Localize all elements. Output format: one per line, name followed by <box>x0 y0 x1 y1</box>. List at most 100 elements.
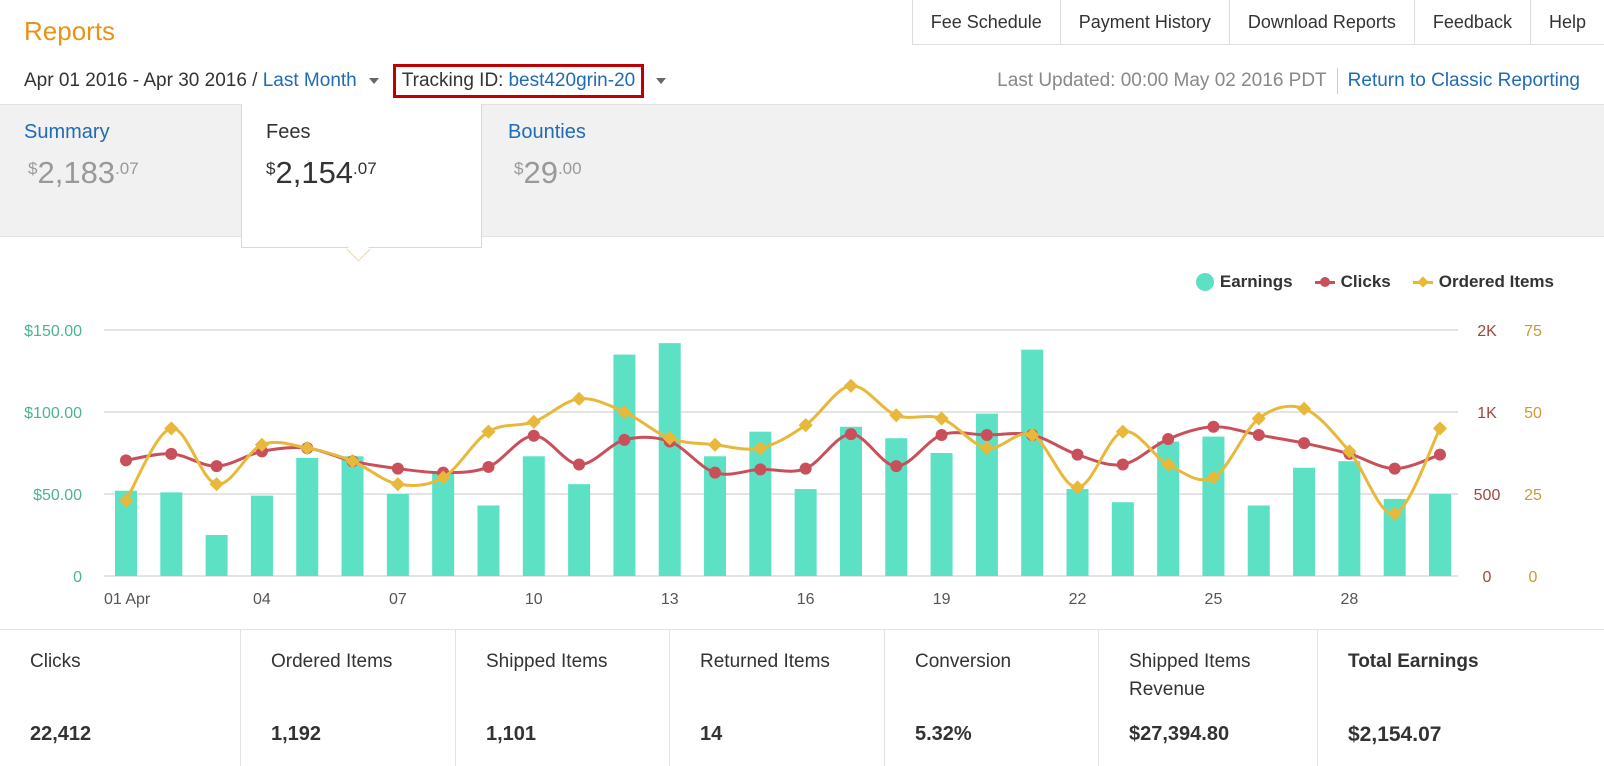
date-range-text: Apr 01 2016 - Apr 30 2016 / <box>24 70 258 91</box>
bar-earnings <box>975 413 998 576</box>
y-tick-label-left: 0 <box>73 569 82 586</box>
stat-value: 5.32% <box>915 723 972 745</box>
bar-earnings <box>1383 498 1406 576</box>
bar-earnings <box>794 489 817 576</box>
date-range-row: Apr 01 2016 - Apr 30 2016 / Last Month T… <box>24 64 667 98</box>
x-tick-label: 19 <box>933 591 951 608</box>
legend-earnings-swatch <box>1195 273 1214 291</box>
legend-clicks[interactable]: Clicks <box>1314 272 1391 292</box>
y-tick-label-ordered: 25 <box>1524 487 1542 504</box>
legend-earnings[interactable]: Earnings <box>1195 272 1293 292</box>
bar-earnings <box>341 456 364 576</box>
nav-download-reports[interactable]: Download Reports <box>1230 0 1415 44</box>
tracking-id-label: Tracking ID: <box>401 70 504 91</box>
point-clicks <box>844 428 857 441</box>
divider <box>1336 68 1338 94</box>
stat-conversion: Conversion 5.32% <box>885 630 1099 766</box>
point-ordered-items <box>1206 470 1221 485</box>
x-tick-label: 01 Apr <box>104 591 151 608</box>
y-tick-label-clicks: 0 <box>1483 569 1492 586</box>
date-range-dropdown[interactable]: Last Month <box>262 70 357 91</box>
nav-fee-schedule[interactable]: Fee Schedule <box>913 0 1061 44</box>
stat-label: Conversion <box>915 651 1012 672</box>
legend-ordered-swatch <box>1412 275 1433 289</box>
x-tick-label: 07 <box>389 591 407 608</box>
tab-summary-amount: $2,183.07 <box>28 155 139 190</box>
classic-reporting-link[interactable]: Return to Classic Reporting <box>1347 70 1580 91</box>
point-clicks <box>120 454 132 467</box>
bar-earnings <box>658 343 681 576</box>
tab-fees-amount: $2,154.07 <box>266 155 377 190</box>
point-clicks <box>210 460 223 473</box>
nav-feedback[interactable]: Feedback <box>1415 0 1531 44</box>
stat-value: 14 <box>700 723 723 745</box>
stat-label: Total Earnings <box>1348 651 1479 672</box>
point-ordered-items <box>1342 444 1357 459</box>
legend-ordered-items[interactable]: Ordered Items <box>1412 272 1554 292</box>
bar-earnings <box>386 494 409 576</box>
bar-earnings <box>205 535 228 576</box>
y-tick-label-left: $150.00 <box>24 323 82 340</box>
bar-earnings <box>432 472 455 576</box>
point-ordered-items <box>753 441 768 456</box>
stat-clicks: Clicks 22,412 <box>0 630 241 766</box>
chevron-down-icon[interactable] <box>368 78 379 84</box>
stats-row: Clicks 22,412 Ordered Items 1,192 Shippe… <box>0 629 1604 766</box>
page-title: Reports <box>24 16 116 46</box>
bar-earnings <box>160 492 183 576</box>
y-tick-label-clicks: 500 <box>1474 487 1501 504</box>
bar-earnings <box>1066 489 1089 576</box>
stat-value: 1,192 <box>271 723 322 745</box>
point-ordered-items <box>300 441 315 456</box>
y-tick-label-left: $100.00 <box>24 405 82 422</box>
bar-earnings <box>885 438 908 576</box>
tab-summary-label: Summary <box>24 121 110 143</box>
point-ordered-items <box>390 477 405 492</box>
stat-label: Shipped Items <box>486 651 608 672</box>
point-ordered-items <box>164 421 179 436</box>
chart-canvas: 0 0 0 $50.00 500 25 $100.00 1K 50 $150.00 2K 75 01 A… <box>24 323 1542 608</box>
stat-label: Shipped Items Revenue <box>1129 651 1251 700</box>
point-ordered-items <box>345 454 360 469</box>
point-ordered-items <box>1161 457 1176 472</box>
y-tick-label-ordered: 0 <box>1529 569 1538 586</box>
point-clicks <box>799 462 812 475</box>
point-ordered-items <box>707 437 723 452</box>
bar-earnings <box>613 354 636 576</box>
bar-earnings <box>115 490 137 576</box>
legend-clicks-label: Clicks <box>1340 272 1391 291</box>
line-ordered-items <box>124 384 1442 516</box>
point-ordered-items <box>889 408 904 423</box>
point-ordered-items <box>481 424 496 439</box>
point-ordered-items <box>1115 424 1130 439</box>
point-ordered-items <box>526 414 541 429</box>
nav-help[interactable]: Help <box>1548 12 1586 32</box>
point-clicks <box>482 460 495 473</box>
bar-earnings <box>704 456 727 576</box>
point-ordered-items <box>254 437 270 452</box>
tab-bounties-label: Bounties <box>508 121 586 143</box>
point-clicks <box>1071 448 1084 461</box>
x-tick-label: 10 <box>525 591 543 608</box>
top-nav: Fee Schedule Payment History Download Re… <box>911 0 1604 45</box>
bar-earnings <box>1247 505 1270 576</box>
y-tick-label-left: $50.00 <box>33 487 82 504</box>
tracking-id-selector[interactable]: Tracking ID: best420grin-20 <box>392 64 645 98</box>
stat-shipped-revenue: Shipped Items Revenue $27,394.80 <box>1099 630 1318 766</box>
x-tick-label: 28 <box>1340 591 1358 608</box>
stat-value: $27,394.80 <box>1129 723 1230 745</box>
chevron-down-icon[interactable] <box>656 78 667 84</box>
point-clicks <box>527 429 540 442</box>
tracking-id-value[interactable]: best420grin-20 <box>508 70 636 91</box>
bar-earnings <box>1111 502 1134 576</box>
point-ordered-items <box>617 404 632 420</box>
legend-clicks-swatch <box>1314 275 1335 289</box>
bar-earnings <box>839 426 862 576</box>
point-ordered-items <box>436 470 451 485</box>
point-ordered-items <box>1025 427 1040 443</box>
stat-value: 22,412 <box>30 723 92 745</box>
point-ordered-items <box>843 378 859 393</box>
nav-payment-history[interactable]: Payment History <box>1061 0 1230 44</box>
stat-label: Ordered Items <box>271 651 393 672</box>
tab-fees[interactable]: Fees $2,154.07 <box>241 104 482 248</box>
